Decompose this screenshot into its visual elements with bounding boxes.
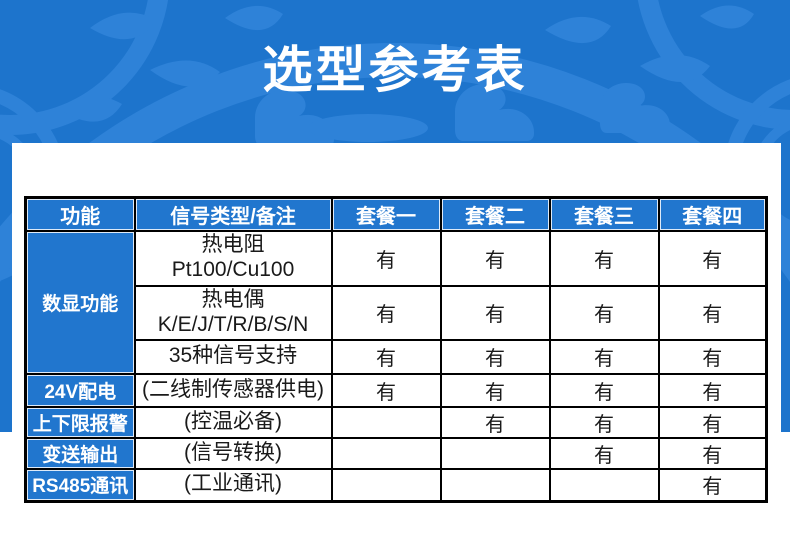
package-cell: [330, 436, 442, 470]
table-row: RS485通讯 (工业通讯) 有: [24, 467, 768, 503]
table-row: 上下限报警 (控温必备) 有 有 有: [24, 405, 768, 439]
package-cell: 有: [548, 229, 660, 287]
table-row: 变送输出 (信号转换) 有 有: [24, 436, 768, 470]
package-cell: 有: [330, 229, 442, 287]
function-cell-rs485: RS485通讯: [24, 467, 136, 503]
package-cell: 有: [548, 405, 660, 439]
table-header-row: 功能 信号类型/备注 套餐一 套餐二 套餐三 套餐四: [24, 196, 768, 232]
table-row: 数显功能 热电阻 Pt100/Cu100 有 有 有 有: [24, 229, 768, 375]
package-cell: 有: [439, 284, 551, 341]
package-cell: [330, 405, 442, 439]
package-cell: 有: [439, 229, 551, 287]
table-row: 35种信号支持 有 有 有 有: [26, 338, 768, 375]
package-cell: 有: [330, 338, 442, 375]
package-cell: 有: [657, 284, 768, 341]
signal-cell: (二线制传感器供电): [133, 372, 333, 408]
col-header-signal-type: 信号类型/备注: [133, 196, 333, 232]
package-cell: 有: [657, 405, 768, 439]
signal-cell: 35种信号支持: [133, 338, 333, 375]
function-cell-transmit: 变送输出: [24, 436, 136, 470]
function-cell-display: 数显功能: [24, 229, 136, 375]
page-title: 选型参考表: [262, 42, 528, 98]
package-cell: 有: [548, 284, 660, 341]
package-cell: 有: [439, 372, 551, 408]
package-cell: 有: [657, 436, 768, 470]
package-cell: 有: [548, 372, 660, 408]
col-header-package-3: 套餐三: [548, 196, 660, 232]
package-cell: 有: [657, 338, 768, 375]
col-header-package-1: 套餐一: [330, 196, 442, 232]
table-row: 热电偶 K/E/J/T/R/B/S/N 有 有 有 有: [26, 284, 768, 341]
table-row: 24V配电 (二线制传感器供电) 有 有 有 有: [24, 372, 768, 408]
package-cell: 有: [548, 436, 660, 470]
col-header-package-2: 套餐二: [439, 196, 551, 232]
package-cell: 有: [439, 338, 551, 375]
col-header-package-4: 套餐四: [657, 196, 768, 232]
signal-cell: (控温必备): [133, 405, 333, 439]
signal-cell: (信号转换): [133, 436, 333, 470]
signal-cell: (工业通讯): [133, 467, 333, 503]
package-cell: 有: [657, 467, 768, 503]
package-cell: 有: [330, 372, 442, 408]
package-cell: 有: [439, 405, 551, 439]
function-cell-24v: 24V配电: [24, 372, 136, 408]
package-cell: 有: [330, 284, 442, 341]
package-cell: [439, 467, 551, 503]
signal-cell: 热电阻 Pt100/Cu100: [133, 229, 333, 287]
selection-table: 功能 信号类型/备注 套餐一 套餐二 套餐三 套餐四 数显功能 热电阻 Pt10…: [24, 196, 768, 503]
col-header-function: 功能: [24, 196, 136, 232]
function-cell-alarm: 上下限报警: [24, 405, 136, 439]
package-cell: [548, 467, 660, 503]
package-cell: [330, 467, 442, 503]
package-cell: 有: [548, 338, 660, 375]
package-cell: [439, 436, 551, 470]
signal-cell: 热电偶 K/E/J/T/R/B/S/N: [133, 284, 333, 341]
package-cell: 有: [657, 229, 768, 287]
package-cell: 有: [657, 372, 768, 408]
